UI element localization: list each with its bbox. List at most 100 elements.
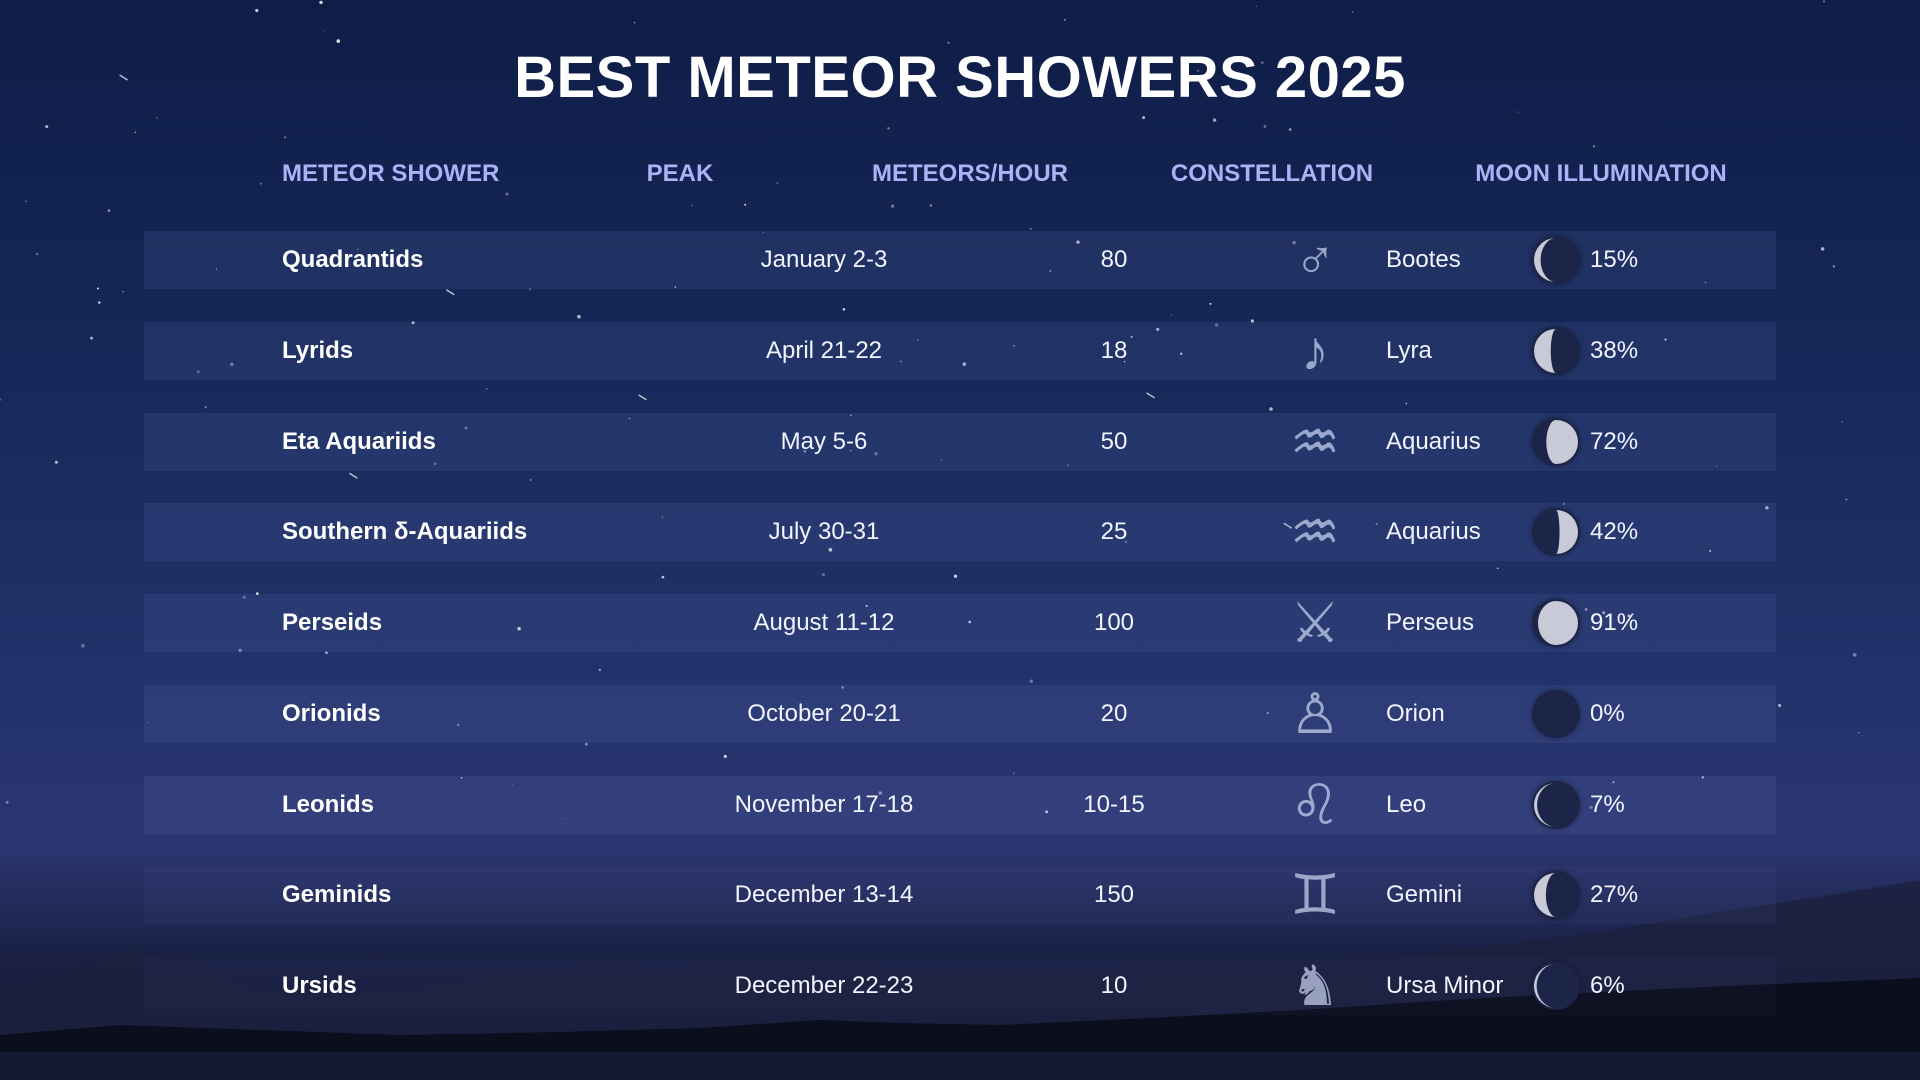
star [196,370,200,374]
star [828,547,833,552]
constellation-name: Bootes [1386,246,1461,273]
star [628,417,631,420]
star [953,574,958,578]
aquarius-figure-icon: ♒ [1289,410,1341,473]
star [319,0,323,5]
constellation-name: Aquarius [1386,428,1481,455]
meteor-streak [119,74,128,81]
star [255,8,259,13]
star [96,287,99,290]
star [1123,360,1126,363]
header-meteors-per-hour: METEORS/HOUR [871,160,1069,187]
star [1013,344,1015,347]
moon-dark-disc [1534,783,1578,827]
star [511,783,513,785]
meteors-per-hour: 10-15 [1083,791,1145,818]
moon-phase-icon [1532,508,1580,556]
moon-lit-area [1534,238,1556,282]
star [54,460,58,464]
table-row: Southern δ-Aquariids July 30-31 25 ♒ Aqu… [144,503,1776,561]
star [1029,227,1032,230]
star [850,449,852,452]
moon-lit-area [1534,873,1556,917]
meteors-per-hour: 100 [1093,609,1135,636]
moon-cell: 27% [1532,866,1752,924]
star [634,21,636,24]
star [1263,124,1267,128]
star [325,807,329,810]
shower-name: Orionids [282,700,381,727]
star [1715,465,1718,467]
constellation-name: Ursa Minor [1386,972,1504,999]
moon-dark-disc [1534,692,1578,736]
star [517,626,521,631]
constellation-cell: ♊ Gemini [1262,866,1642,924]
moon-lit-area [1537,601,1578,645]
header-meteor-shower: METEOR SHOWER [282,160,500,187]
meteors-per-hour: 80 [1100,246,1128,273]
peak-date: December 22-23 [734,972,914,999]
moon-phase-icon [1532,599,1580,647]
meteors-per-hour: 10 [1100,972,1128,999]
star [1822,0,1826,3]
star [1261,61,1264,65]
peak-date: July 30-31 [768,518,880,545]
star [728,72,732,76]
star [352,538,354,541]
header-moon-illumination: MOON ILLUMINATION [1475,160,1727,187]
star [887,127,890,130]
moon-illumination-value: 7% [1590,791,1625,818]
star [947,41,950,44]
star [1562,502,1566,506]
star [1627,614,1631,618]
moon-illumination-value: 72% [1590,428,1639,455]
star [1351,11,1354,13]
constellation-cell: ♞ Ursa Minor [1262,957,1642,1015]
star [242,595,247,600]
moon-phase-icon [1532,236,1580,284]
moon-phase-icon [1532,690,1580,738]
moon-illumination-value: 42% [1590,518,1639,545]
star [776,181,779,185]
star [1196,69,1200,72]
star [486,388,488,390]
constellation-cell: ♂ Bootes [1262,231,1642,289]
star [577,314,581,319]
star [284,136,287,139]
star [90,336,93,340]
shower-name: Southern δ-Aquariids [282,518,528,545]
page-title: BEST METEOR SHOWERS 2025 [514,45,1406,110]
star [890,204,895,208]
star [1375,523,1378,526]
peak-date: May 5-6 [780,428,868,455]
moon-cell: 0% [1532,685,1752,743]
peak-date: April 21-22 [765,337,883,364]
shower-name: Ursids [282,972,357,999]
table-header: METEOR SHOWER PEAK METEORS/HOUR CONSTELL… [0,160,1920,194]
orion-figure-icon: ♙ [1289,682,1341,745]
moon-illumination-value: 0% [1590,700,1625,727]
star [1778,703,1782,708]
header-peak: PEAK [646,160,714,187]
moon-illumination-value: 15% [1590,246,1639,273]
table-row: Leonids November 17-18 10-15 ♌ Leo 7% [144,776,1776,834]
header-constellation: CONSTELLATION [1170,160,1374,187]
star [1076,240,1080,244]
star [0,398,2,401]
star [1180,352,1183,355]
star [255,592,259,595]
star [1820,247,1825,251]
star [1765,506,1769,510]
star [744,203,747,206]
moon-lit-area [1556,510,1578,554]
constellation-cell: ♪ Lyra [1262,322,1642,380]
star [460,776,463,779]
star [1288,128,1292,131]
star [878,791,882,795]
star [45,125,49,129]
star [1214,323,1219,327]
star [1832,265,1836,268]
star [1709,549,1712,553]
star [1664,338,1667,341]
